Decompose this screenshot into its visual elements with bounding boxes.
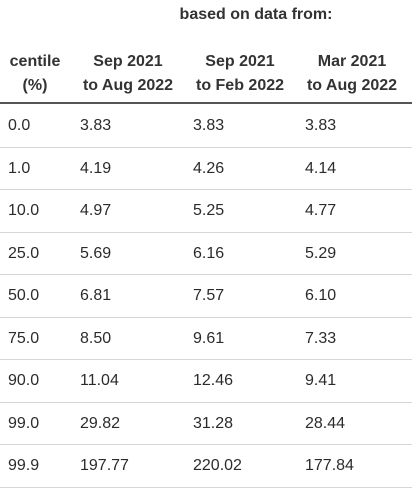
cell-value: 4.14 — [305, 159, 337, 177]
column-group-title: based on data from: — [179, 6, 333, 23]
table-row: 25.0 5.69 6.16 5.29 — [0, 233, 412, 275]
cell-centile: 0.0 — [8, 117, 31, 134]
cell-value: 3.83 — [305, 117, 337, 134]
cell-value: 5.25 — [193, 202, 225, 219]
table-row: 99.0 29.82 31.28 28.44 — [0, 403, 412, 445]
cell-value: 7.57 — [193, 287, 225, 304]
cell-value: 8.50 — [80, 329, 112, 347]
cell-value: 4.26 — [193, 159, 225, 177]
table-body: 0.0 3.83 3.83 3.83 1.0 4.19 4.26 4.14 10… — [0, 105, 412, 488]
cell-value: 11.04 — [80, 372, 119, 389]
cell-value: 6.16 — [193, 244, 225, 262]
table-row: 50.0 6.81 7.57 6.10 — [0, 275, 412, 318]
header-divider — [0, 102, 412, 104]
table-row: 75.0 8.50 9.61 7.33 — [0, 318, 412, 360]
cell-centile: 50.0 — [8, 287, 40, 304]
cell-value: 4.97 — [80, 202, 112, 219]
cell-value: 5.69 — [80, 244, 112, 262]
cell-value: 9.41 — [305, 372, 337, 389]
table-row: 0.0 3.83 3.83 3.83 — [0, 105, 412, 148]
cell-value: 220.02 — [193, 457, 242, 474]
table-row: 90.0 11.04 12.46 9.41 — [0, 360, 412, 403]
cell-value: 3.83 — [80, 117, 112, 134]
header-sep2021-aug2022: Sep 2021 to Aug 2022 — [82, 53, 174, 94]
cell-centile: 10.0 — [8, 202, 40, 219]
header-mar2021-aug2022: Mar 2021 to Aug 2022 — [306, 53, 398, 94]
cell-value: 28.44 — [305, 414, 346, 432]
cell-value: 9.61 — [193, 329, 225, 347]
cell-value: 12.46 — [193, 372, 234, 389]
cell-value: 177.84 — [305, 457, 354, 474]
header-centile: centile (%) — [9, 53, 61, 94]
cell-centile: 99.9 — [8, 457, 40, 474]
cell-value: 6.81 — [80, 287, 112, 304]
table-row: 99.9 197.77 220.02 177.84 — [0, 445, 412, 488]
table-header: centile (%) Sep 2021 to Aug 2022 Sep 202… — [0, 46, 412, 104]
table-row: 1.0 4.19 4.26 4.14 — [0, 148, 412, 190]
cell-value: 4.77 — [305, 202, 337, 219]
cell-value: 4.19 — [80, 159, 112, 177]
cell-value: 5.29 — [305, 244, 337, 262]
cell-value: 197.77 — [80, 457, 129, 474]
table-row: 10.0 4.97 5.25 4.77 — [0, 190, 412, 233]
cell-value: 6.10 — [305, 287, 337, 304]
cell-value: 31.28 — [193, 414, 234, 432]
cell-value: 3.83 — [193, 117, 225, 134]
cell-centile: 99.0 — [8, 414, 40, 432]
cell-centile: 1.0 — [8, 159, 31, 177]
cell-centile: 75.0 — [8, 329, 40, 347]
header-sep2021-feb2022: Sep 2021 to Feb 2022 — [195, 53, 285, 94]
cell-centile: 25.0 — [8, 244, 40, 262]
cell-value: 7.33 — [305, 329, 337, 347]
cell-centile: 90.0 — [8, 372, 40, 389]
cell-value: 29.82 — [80, 414, 121, 432]
